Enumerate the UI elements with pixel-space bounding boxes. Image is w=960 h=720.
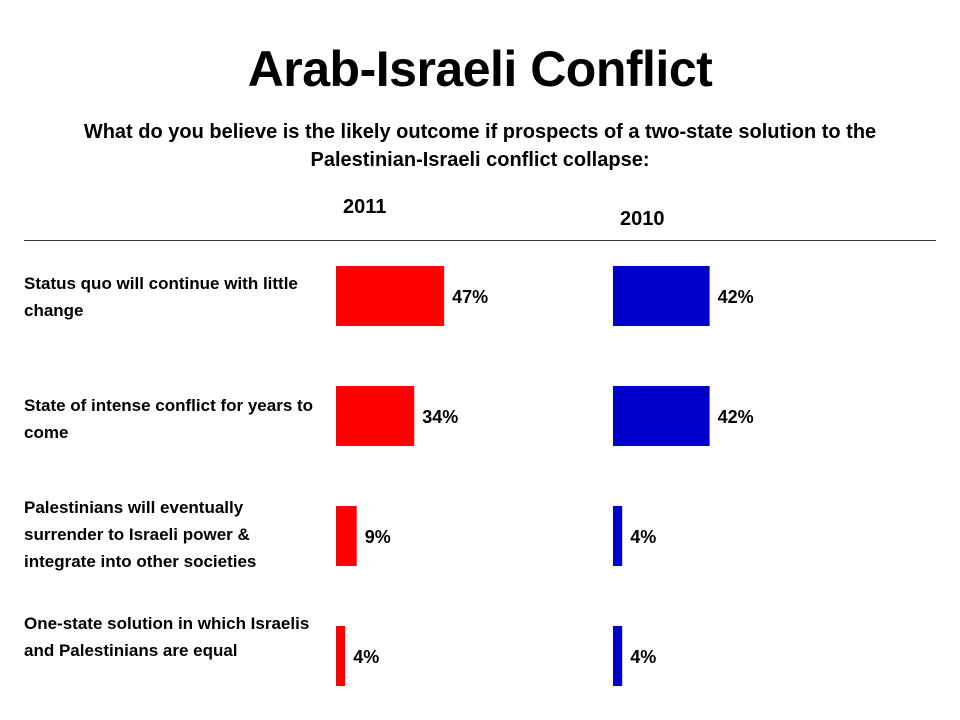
header-divider xyxy=(24,240,936,241)
category-label-one-state: One-state solution in which Israelis and… xyxy=(24,614,310,660)
bar-2011-intense-conflict xyxy=(336,386,415,446)
chart-subtitle: What do you believe is the likely outcom… xyxy=(83,121,877,171)
data-label-2011-one-state: 4% xyxy=(353,647,379,667)
bar-2011-one-state xyxy=(336,626,346,686)
data-label-2011-palestinian-surrender: 9% xyxy=(365,527,391,547)
bar-2010-palestinian-surrender xyxy=(613,506,623,566)
data-label-2011-status-quo: 47% xyxy=(452,287,488,307)
bar-2010-intense-conflict xyxy=(613,386,710,446)
category-label-intense-conflict: State of intense conflict for years to c… xyxy=(24,396,314,442)
bar-2011-status-quo xyxy=(336,266,445,326)
category-label-palestinian-surrender: Palestinians will eventually surrender t… xyxy=(24,498,257,571)
chart-title: Arab-Israeli Conflict xyxy=(247,41,713,97)
data-label-2010-one-state: 4% xyxy=(630,647,656,667)
column-header-2011: 2011 xyxy=(343,196,387,218)
data-label-2011-intense-conflict: 34% xyxy=(422,407,458,427)
bar-2010-status-quo xyxy=(613,266,710,326)
bar-2011-palestinian-surrender xyxy=(336,506,357,566)
data-label-2010-status-quo: 42% xyxy=(718,287,754,307)
data-label-2010-intense-conflict: 42% xyxy=(718,407,754,427)
category-label-status-quo: Status quo will continue with little cha… xyxy=(24,274,298,320)
bar-2010-one-state xyxy=(613,626,623,686)
data-label-2010-palestinian-surrender: 4% xyxy=(630,527,656,547)
column-header-2010: 2010 xyxy=(620,208,665,230)
